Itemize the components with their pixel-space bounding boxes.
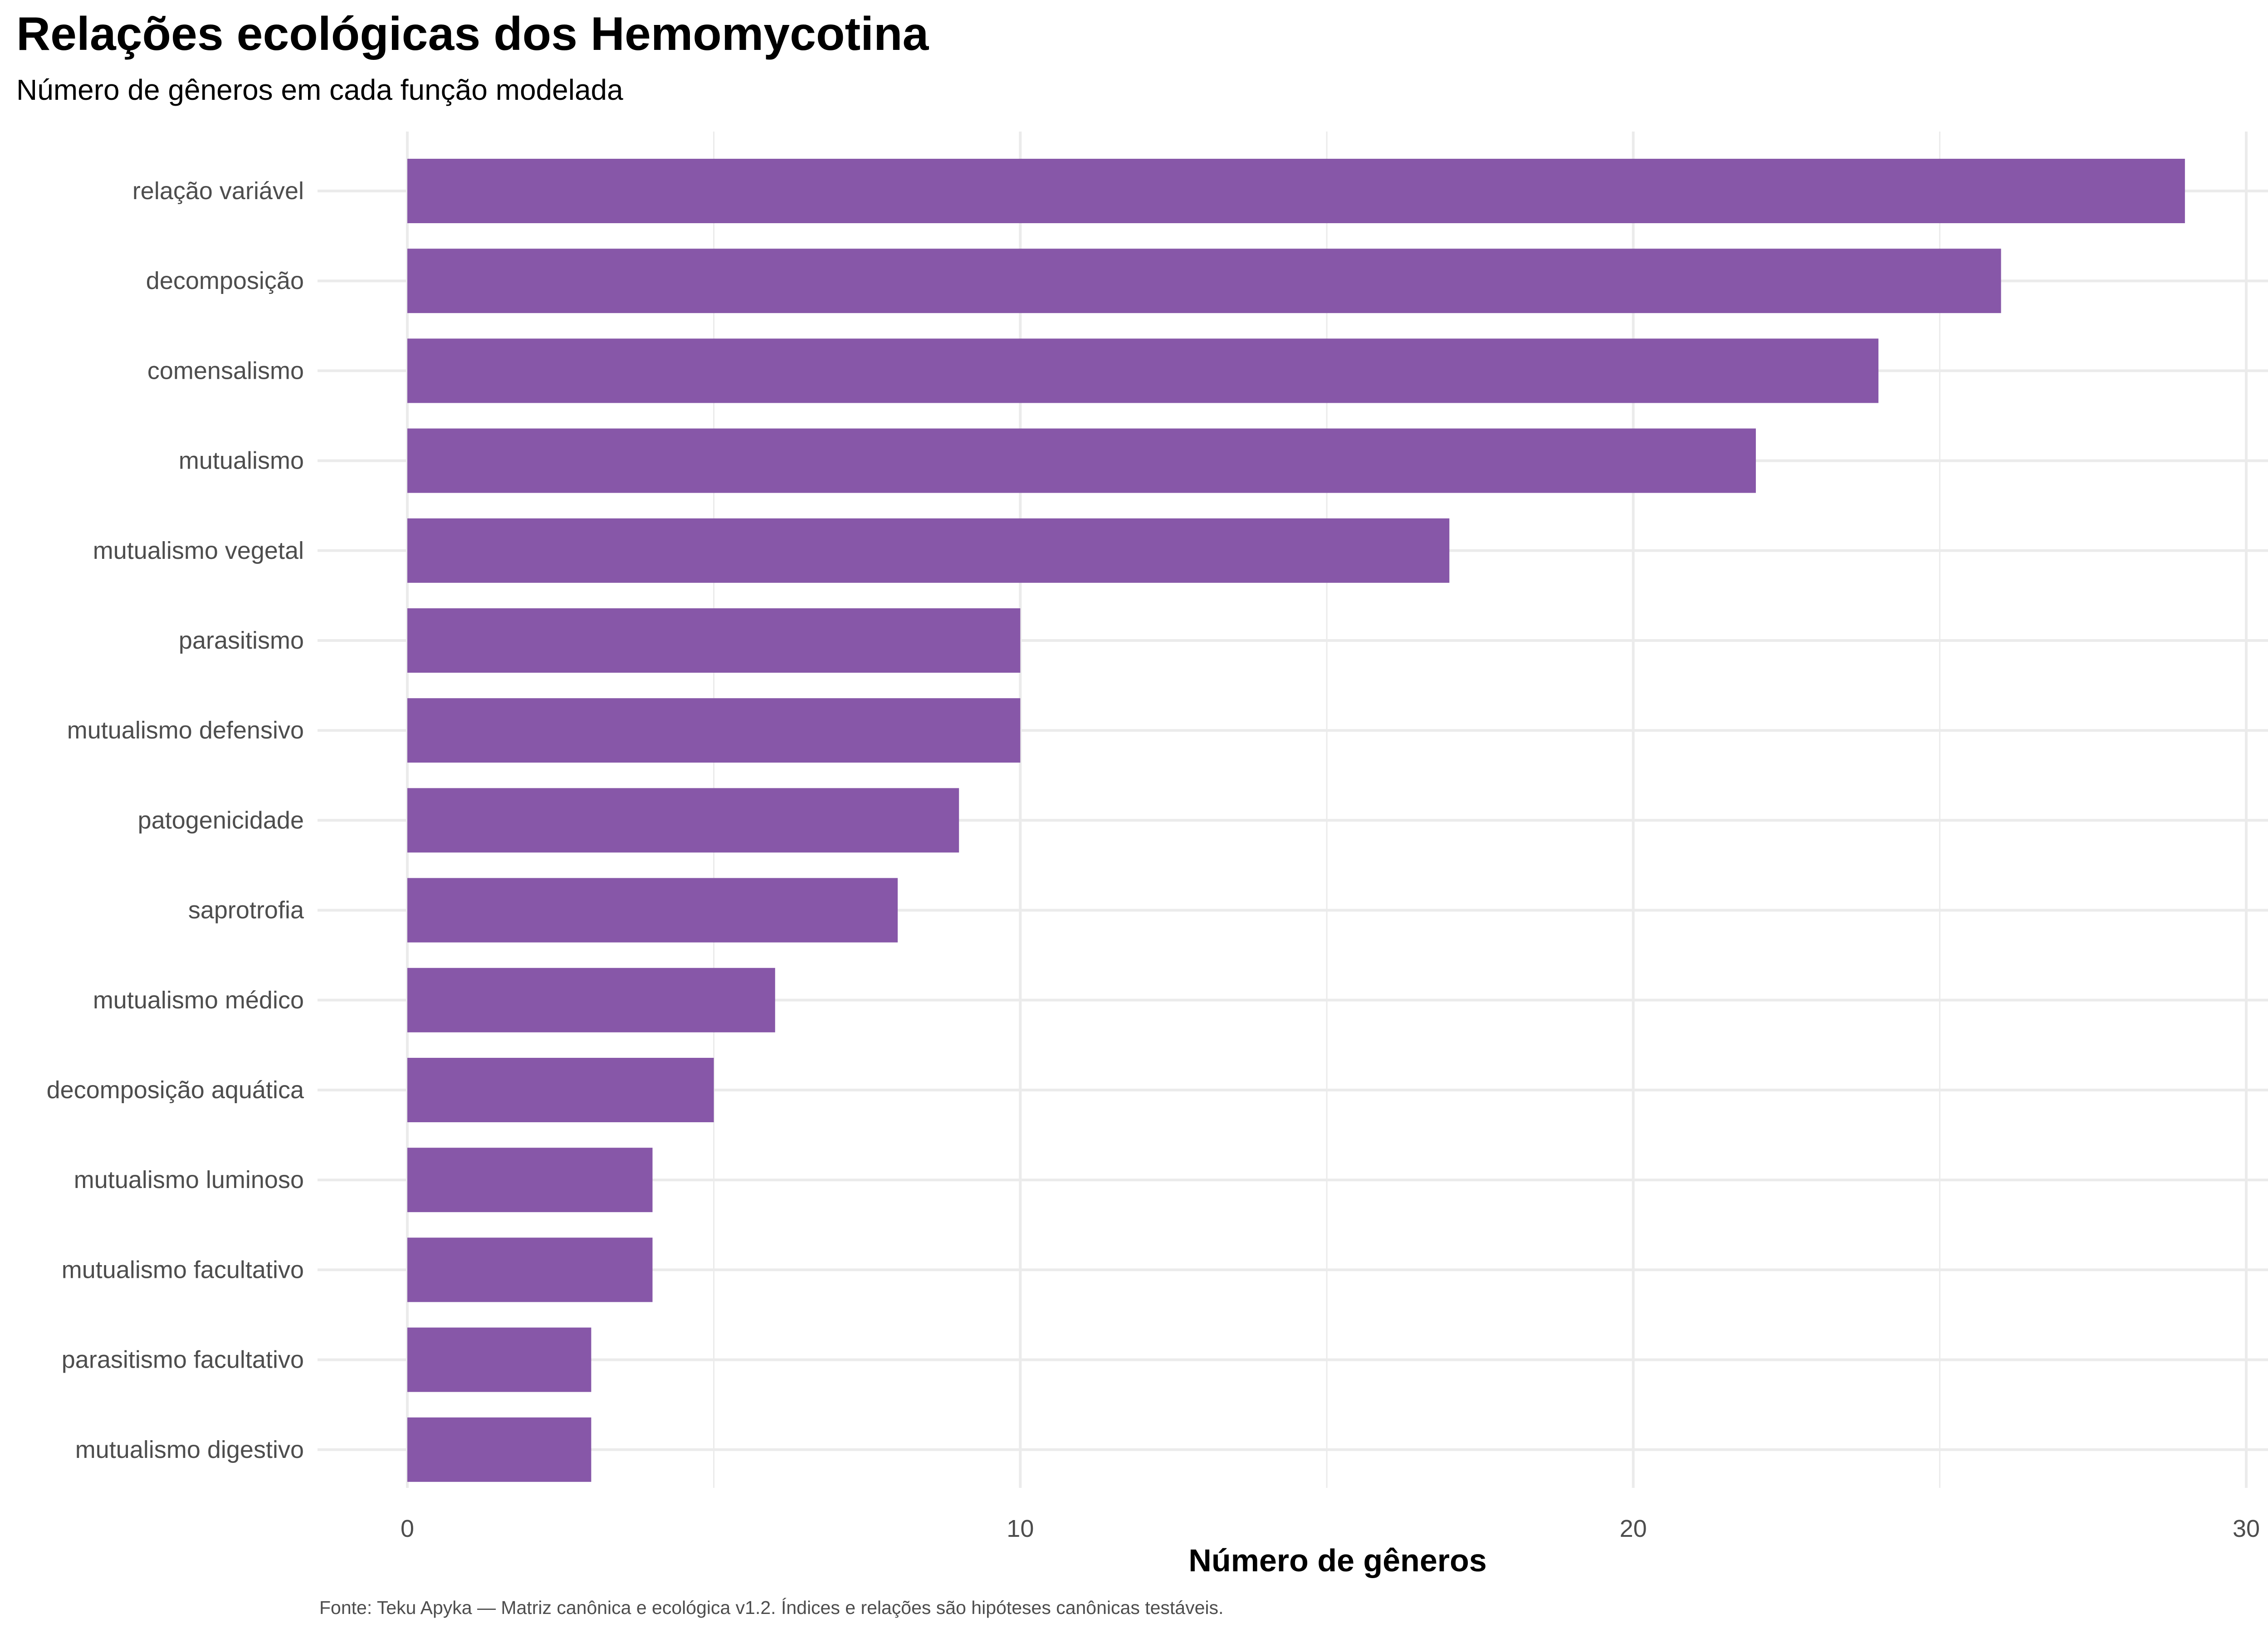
y-category-label: mutualismo [179,447,304,474]
bar [407,1058,714,1122]
bar [407,698,1021,763]
y-category-label: parasitismo facultativo [62,1346,304,1374]
y-category-label: decomposição aquática [47,1076,304,1104]
bar [407,1148,653,1213]
y-category-label: mutualismo médico [93,987,304,1014]
chart-subtitle: Número de gêneros em cada função modelad… [16,73,623,106]
bar [407,428,1756,493]
bar [407,608,1021,673]
bar [407,788,959,853]
x-axis-ticks: 0 10 20 30 [401,1515,2260,1542]
y-category-label: mutualismo digestivo [75,1436,304,1463]
y-category-label: mutualismo defensivo [67,717,304,744]
bars [407,159,2185,1482]
bar [407,1327,591,1392]
x-tick-label: 0 [401,1515,414,1542]
y-category-label: relação variável [132,177,304,205]
x-tick-label: 20 [1620,1515,1647,1542]
y-category-label: parasitismo [179,627,304,654]
x-tick-label: 30 [2233,1515,2260,1542]
y-category-label: patogenicidade [138,807,304,834]
y-category-label: saprotrofia [188,897,304,924]
y-category-label: decomposição [146,267,304,294]
y-axis-labels: relação variável decomposição comensalismo… [47,177,304,1463]
y-category-label: mutualismo luminoso [74,1166,304,1193]
x-tick-label: 10 [1007,1515,1034,1542]
bar [407,518,1450,583]
y-category-label: comensalismo [147,357,304,384]
bar [407,1237,653,1302]
bar [407,338,1879,403]
bar [407,249,2001,313]
chart-title: Relações ecológicas dos Hemomycotina [16,8,929,60]
y-category-label: mutualismo facultativo [62,1256,304,1283]
bar [407,159,2185,223]
y-category-label: mutualismo vegetal [93,537,304,564]
bar [407,1417,591,1482]
x-axis-title: Número de gêneros [1188,1543,1487,1578]
source-caption: Fonte: Teku Apyka — Matriz canônica e ec… [319,1597,1224,1618]
bar [407,878,898,943]
bar [407,968,775,1032]
